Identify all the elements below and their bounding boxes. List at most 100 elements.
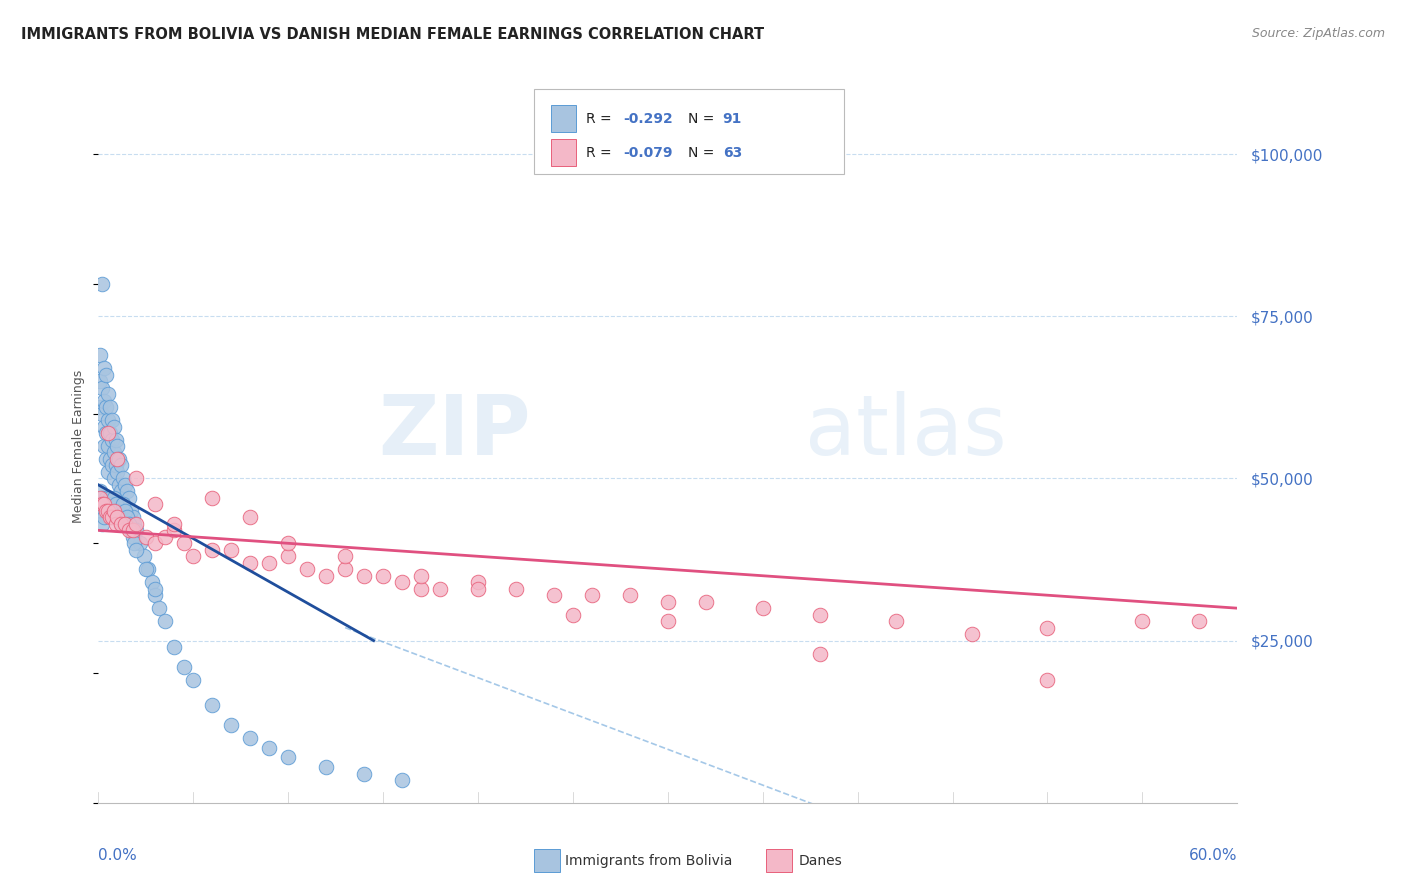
Point [98, 425, 121, 440]
Point [239, 510, 262, 524]
Point [115, 510, 138, 524]
Point [94, 400, 117, 414]
Point [695, 595, 717, 609]
Point [141, 575, 163, 590]
Point [543, 588, 565, 602]
Point [136, 562, 159, 576]
Point [125, 516, 148, 531]
Point [100, 433, 122, 447]
Point [353, 568, 375, 582]
Text: ZIP: ZIP [378, 392, 531, 472]
Point [808, 607, 831, 622]
Point [89, 400, 111, 414]
Point [107, 465, 129, 479]
Point [93, 497, 115, 511]
Point [581, 588, 603, 602]
Point [562, 607, 585, 622]
Point [145, 582, 167, 596]
Point [277, 750, 299, 764]
Point [201, 542, 224, 557]
Text: 63: 63 [723, 145, 742, 160]
Point [125, 542, 148, 557]
Point [183, 549, 205, 564]
Point [148, 601, 170, 615]
Point [97, 465, 120, 479]
Point [98, 400, 121, 414]
Point [467, 582, 489, 596]
Point [91, 407, 114, 421]
Point [110, 516, 132, 531]
Point [145, 588, 167, 602]
Point [89, 491, 111, 505]
Point [100, 497, 122, 511]
Point [221, 542, 243, 557]
Text: Source: ZipAtlas.com: Source: ZipAtlas.com [1251, 27, 1385, 40]
Y-axis label: Median Female Earnings: Median Female Earnings [72, 369, 86, 523]
Text: N =: N = [688, 112, 718, 126]
Point [183, 673, 205, 687]
Point [808, 647, 831, 661]
Point [93, 497, 115, 511]
Point [89, 484, 111, 499]
Point [93, 419, 115, 434]
Point [97, 413, 120, 427]
Point [467, 575, 489, 590]
Point [100, 413, 122, 427]
Point [118, 524, 141, 538]
Point [163, 524, 186, 538]
Point [94, 425, 117, 440]
Point [135, 562, 157, 576]
Point [104, 433, 127, 447]
Point [277, 549, 299, 564]
Point [98, 491, 121, 505]
Point [120, 504, 142, 518]
Point [120, 524, 142, 538]
Point [103, 471, 125, 485]
Point [118, 491, 141, 505]
Text: -0.292: -0.292 [623, 112, 672, 126]
Text: 91: 91 [723, 112, 742, 126]
Point [94, 504, 117, 518]
Point [411, 568, 433, 582]
Point [201, 698, 224, 713]
Point [297, 562, 319, 576]
Point [108, 452, 131, 467]
Point [657, 614, 679, 628]
Point [115, 510, 138, 524]
Point [960, 627, 983, 641]
Point [107, 439, 129, 453]
Point [239, 731, 262, 745]
Point [107, 504, 129, 518]
Point [429, 582, 451, 596]
Point [132, 549, 155, 564]
Point [114, 504, 136, 518]
Point [107, 491, 129, 505]
Point [93, 361, 115, 376]
Point [98, 452, 121, 467]
Point [121, 530, 143, 544]
Point [103, 491, 125, 505]
Point [277, 536, 299, 550]
Point [93, 439, 115, 453]
Point [121, 510, 143, 524]
Point [104, 516, 127, 531]
Point [108, 510, 131, 524]
Point [93, 510, 115, 524]
Point [1188, 614, 1211, 628]
Point [112, 497, 135, 511]
Point [391, 575, 413, 590]
Text: N =: N = [688, 145, 718, 160]
Point [91, 491, 114, 505]
Point [1036, 673, 1059, 687]
Text: R =: R = [586, 112, 616, 126]
Point [93, 393, 115, 408]
Point [657, 595, 679, 609]
Point [97, 439, 120, 453]
Text: Danes: Danes [799, 854, 842, 868]
Point [114, 504, 136, 518]
Point [335, 549, 357, 564]
Text: Immigrants from Bolivia: Immigrants from Bolivia [565, 854, 733, 868]
Point [221, 718, 243, 732]
Point [121, 524, 143, 538]
Point [112, 471, 135, 485]
